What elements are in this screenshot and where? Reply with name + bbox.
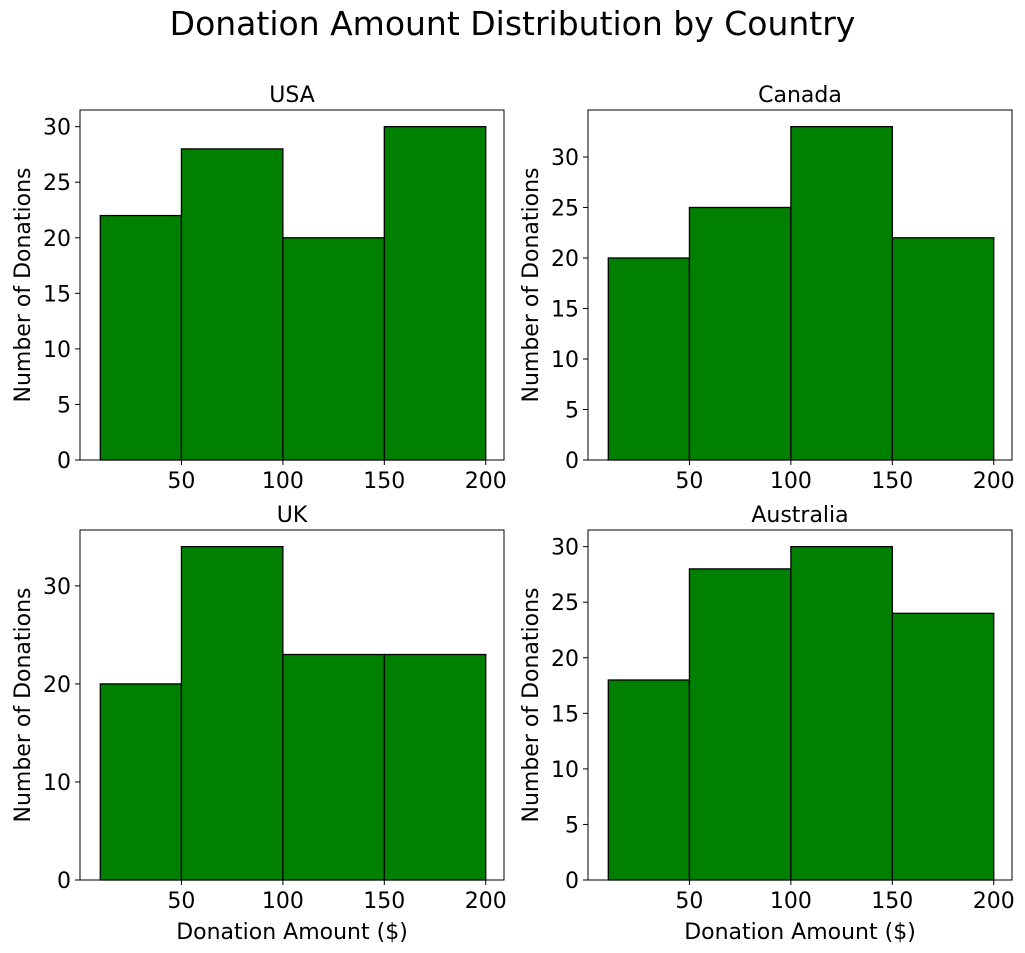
- x-axis-label: Donation Amount ($): [684, 920, 916, 945]
- histogram-bar: [688, 206, 792, 461]
- y-tick-label: 30: [43, 575, 71, 600]
- axes-frame: [587, 529, 1013, 881]
- histogram-bar: [790, 546, 893, 881]
- y-tick-label: 25: [43, 171, 71, 196]
- axes-frame: [587, 109, 1013, 461]
- histogram-bar: [383, 126, 487, 461]
- y-tick-label: 15: [551, 702, 579, 727]
- subplot-title: USA: [269, 83, 315, 108]
- x-tick-label: 150: [871, 469, 913, 494]
- histogram-bar: [790, 126, 893, 461]
- x-tick-label: 50: [167, 889, 195, 914]
- subplot-title: Canada: [758, 83, 842, 108]
- x-tick-label: 50: [675, 469, 703, 494]
- y-tick-label: 0: [565, 869, 579, 894]
- histogram-bar: [180, 546, 284, 881]
- x-tick-label: 100: [770, 469, 812, 494]
- y-tick-label: 30: [551, 146, 579, 171]
- y-tick-label: 10: [551, 758, 579, 783]
- x-tick-label: 100: [262, 469, 304, 494]
- x-tick-label: 200: [465, 469, 507, 494]
- histogram-bar: [688, 568, 792, 881]
- x-tick-label: 150: [363, 889, 405, 914]
- histogram-bar: [607, 257, 691, 461]
- subplot-1: 50 100 150 200 0 5 10 15 20 25 30 Canada Number of D…: [519, 83, 1015, 494]
- subplot-title: UK: [277, 503, 308, 528]
- y-tick-label: 10: [43, 771, 71, 796]
- x-tick-label: 200: [973, 889, 1015, 914]
- y-tick-label: 15: [551, 297, 579, 322]
- y-axis-label: Number of Donations: [11, 168, 36, 403]
- histogram-bar: [891, 612, 995, 881]
- y-tick-label: 0: [565, 449, 579, 474]
- histogram-bar: [383, 653, 487, 881]
- axes-frame: [79, 109, 505, 461]
- y-tick-label: 20: [43, 227, 71, 252]
- x-tick-label: 100: [262, 889, 304, 914]
- y-tick-label: 10: [43, 338, 71, 363]
- y-tick-label: 5: [565, 398, 579, 423]
- histogram-bar: [282, 653, 385, 881]
- y-tick-label: 5: [57, 393, 71, 418]
- y-axis-label: Number of Donations: [11, 588, 36, 823]
- y-tick-label: 20: [551, 247, 579, 272]
- y-tick-label: 25: [551, 196, 579, 221]
- y-axis-label: Number of Donations: [519, 168, 544, 403]
- x-tick-label: 50: [167, 469, 195, 494]
- x-tick-label: 200: [973, 469, 1015, 494]
- histogram-bar: [607, 679, 691, 881]
- y-tick-label: 25: [551, 591, 579, 616]
- x-tick-label: 200: [465, 889, 507, 914]
- histogram-bar: [282, 237, 385, 461]
- x-axis-label: Donation Amount ($): [176, 920, 408, 945]
- y-tick-label: 30: [551, 536, 579, 561]
- y-tick-label: 30: [43, 116, 71, 141]
- subplot-3: 50 100 150 200 0 5 10 15 20 25 30 Australia Number o…: [519, 503, 1015, 945]
- histogram-bar: [99, 214, 183, 461]
- y-tick-label: 0: [57, 449, 71, 474]
- figure-title: Donation Amount Distribution by Country: [169, 4, 856, 43]
- y-axis-label: Number of Donations: [519, 588, 544, 823]
- x-tick-label: 150: [363, 469, 405, 494]
- histogram-bar: [180, 148, 284, 461]
- subplot-0: 50 100 150 200 0 5 10 15 20 25 30 USA Number of Dona…: [11, 83, 507, 494]
- y-tick-label: 15: [43, 282, 71, 307]
- y-tick-label: 20: [43, 673, 71, 698]
- y-tick-label: 20: [551, 647, 579, 672]
- x-tick-label: 100: [770, 889, 812, 914]
- subplot-2: 50 100 150 200 0 10 20 30 UK Number of Donations D…: [11, 503, 507, 945]
- x-tick-label: 150: [871, 889, 913, 914]
- histogram-bar: [891, 237, 995, 461]
- axes-frame: [79, 529, 505, 881]
- y-tick-label: 10: [551, 348, 579, 373]
- y-tick-label: 0: [57, 869, 71, 894]
- histogram-bar: [99, 683, 183, 881]
- y-tick-label: 5: [565, 813, 579, 838]
- x-tick-label: 50: [675, 889, 703, 914]
- subplot-title: Australia: [751, 503, 848, 528]
